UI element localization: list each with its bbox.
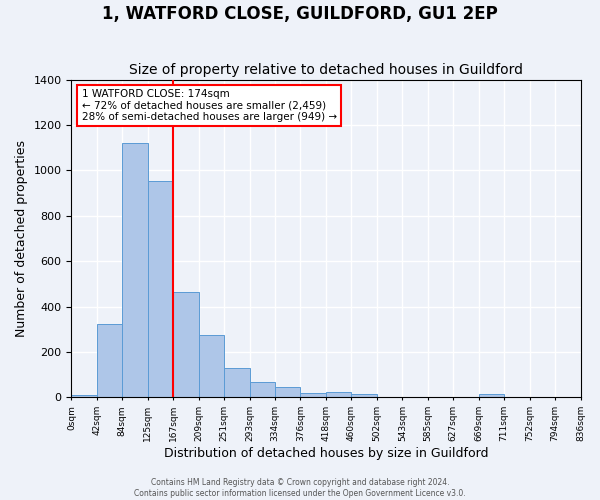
X-axis label: Distribution of detached houses by size in Guildford: Distribution of detached houses by size … [164,447,488,460]
Bar [199,335,224,398]
Title: Size of property relative to detached houses in Guildford: Size of property relative to detached ho… [129,63,523,77]
Bar [377,396,403,398]
Text: 1, WATFORD CLOSE, GUILDFORD, GU1 2EP: 1, WATFORD CLOSE, GUILDFORD, GU1 2EP [102,5,498,23]
Bar [148,180,173,398]
Text: Contains HM Land Registry data © Crown copyright and database right 2024.
Contai: Contains HM Land Registry data © Crown c… [134,478,466,498]
Text: 1 WATFORD CLOSE: 174sqm
← 72% of detached houses are smaller (2,459)
28% of semi: 1 WATFORD CLOSE: 174sqm ← 72% of detache… [82,89,337,122]
Bar [173,292,199,398]
Bar [224,368,250,398]
Bar [275,386,301,398]
Bar [301,393,326,398]
Bar [71,395,97,398]
Bar [97,324,122,398]
Bar [352,394,377,398]
Bar [250,382,275,398]
Bar [122,143,148,398]
Y-axis label: Number of detached properties: Number of detached properties [15,140,28,337]
Bar [479,394,504,398]
Bar [326,392,352,398]
